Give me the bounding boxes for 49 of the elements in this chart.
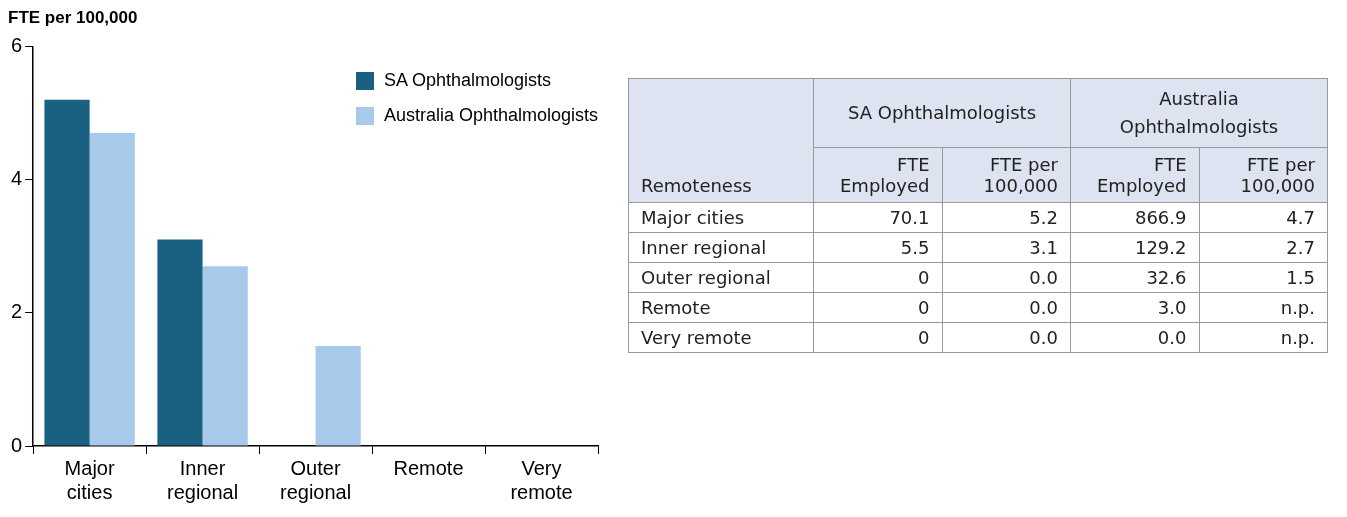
y-tick-label: 2 xyxy=(11,300,23,323)
category-label: Outer regional xyxy=(628,262,814,293)
data-label: 0 xyxy=(813,262,942,293)
x-tick-label: Very remote xyxy=(510,456,573,503)
data-label: n.p. xyxy=(1199,292,1328,323)
bar xyxy=(89,132,135,446)
data-label: 129.2 xyxy=(1070,232,1199,263)
data-label: 0 xyxy=(813,292,942,323)
category-label: Very remote xyxy=(628,322,814,353)
y-tick-label: 0 xyxy=(11,433,23,456)
text: FTE Employed xyxy=(1070,147,1199,203)
data-label: 1.5 xyxy=(1199,262,1328,293)
data-label: n.p. xyxy=(1199,322,1328,353)
data-label: 866.9 xyxy=(1070,202,1199,233)
text: Australia Ophthalmologists xyxy=(1070,78,1328,148)
data-label: 2.7 xyxy=(1199,232,1328,263)
data-label: 4.7 xyxy=(1199,202,1328,233)
data-label: 32.6 xyxy=(1070,262,1199,293)
text: SA Ophthalmologists xyxy=(813,78,1071,148)
data-label: 0 xyxy=(813,322,942,353)
legend-label: Australia Ophthalmologists xyxy=(383,105,598,126)
data-label: 0.0 xyxy=(942,322,1071,353)
text: Remoteness xyxy=(628,78,814,203)
x-tick-label: Remote xyxy=(393,456,464,479)
data-label: 5.2 xyxy=(942,202,1071,233)
x-tick-label: Outer regional xyxy=(279,456,352,503)
y-axis-title: FTE per 100,000 xyxy=(8,7,138,27)
x-tick-label: Inner regional xyxy=(167,456,239,503)
y-tick-label: 4 xyxy=(11,167,23,190)
y-tick-label: 6 xyxy=(11,33,23,56)
category-label: Inner regional xyxy=(628,232,814,263)
data-label: 0.0 xyxy=(1070,322,1199,353)
data-label: 70.1 xyxy=(813,202,942,233)
bar xyxy=(202,266,248,446)
data-label: 0.0 xyxy=(942,262,1071,293)
legend-label: SA Ophthalmologists xyxy=(383,70,551,91)
data-label: 5.5 xyxy=(813,232,942,263)
data-label: 3.0 xyxy=(1070,292,1199,323)
category-label: Remote xyxy=(628,292,814,323)
category-label: Major cities xyxy=(628,202,814,233)
data-label: 0.0 xyxy=(942,292,1071,323)
bar xyxy=(315,346,361,446)
data-label: 3.1 xyxy=(942,232,1071,263)
bar xyxy=(157,239,203,446)
x-tick-label: Major cities xyxy=(64,456,115,503)
text: FTE per 100,000 xyxy=(1199,147,1328,203)
text: FTE Employed xyxy=(813,147,942,203)
bar xyxy=(44,99,90,446)
text: FTE per 100,000 xyxy=(942,147,1071,203)
